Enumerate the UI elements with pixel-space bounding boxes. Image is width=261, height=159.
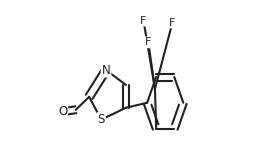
Text: F: F xyxy=(169,17,176,28)
Text: O: O xyxy=(58,105,67,118)
Text: N: N xyxy=(102,64,110,77)
Text: S: S xyxy=(98,113,105,126)
Text: F: F xyxy=(145,37,151,47)
Text: F: F xyxy=(140,16,147,26)
